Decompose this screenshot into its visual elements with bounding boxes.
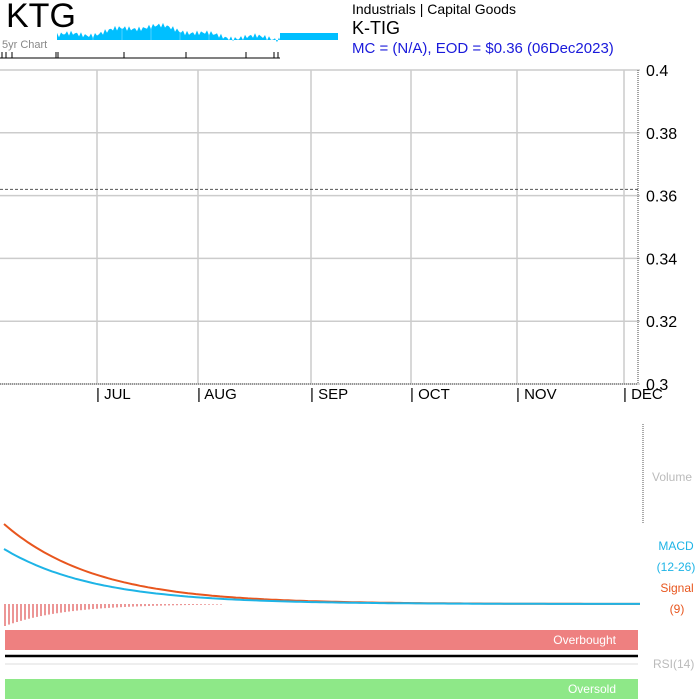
x-tick-label: | AUG <box>197 386 237 403</box>
y-tick-label: 0.3 <box>646 377 668 394</box>
five-year-sparkline <box>0 14 338 59</box>
signal-params: (9) <box>670 602 685 616</box>
signal-line <box>3 523 640 605</box>
overbought-label: Overbought <box>553 633 616 647</box>
sparkline-label: 5yr Chart <box>2 39 48 51</box>
x-tick-label: | SEP <box>310 386 348 403</box>
macd-label: MACD <box>658 539 694 553</box>
x-tick-label: | NOV <box>516 386 557 403</box>
overbought-band <box>5 630 638 650</box>
y-tick-label: 0.38 <box>646 126 677 143</box>
macd-line <box>3 548 640 605</box>
y-tick-label: 0.32 <box>646 314 677 331</box>
oversold-band <box>5 679 638 699</box>
y-tick-label: 0.4 <box>646 63 668 80</box>
oversold-label: Oversold <box>568 682 616 696</box>
y-tick-label: 0.34 <box>646 251 677 268</box>
x-tick-label: | DEC <box>623 386 663 403</box>
market-cap-eod-line: MC = (N/A), EOD = $0.36 (06Dec2023) <box>352 40 614 57</box>
rsi-label: RSI(14) <box>653 657 694 671</box>
signal-label: Signal <box>660 581 693 595</box>
y-tick-label: 0.36 <box>646 189 677 206</box>
company-symbol: K-TIG <box>352 18 400 38</box>
sparkline-area <box>57 22 280 43</box>
x-tick-label: | OCT <box>410 386 450 403</box>
ticker-symbol: KTG <box>6 0 76 35</box>
sparkline-recent <box>280 33 338 40</box>
sector-label: Industrials | Capital Goods <box>352 1 516 17</box>
macd-params: (12-26) <box>657 560 696 574</box>
volume-label: Volume <box>652 470 692 484</box>
x-tick-label: | JUL <box>96 386 131 403</box>
